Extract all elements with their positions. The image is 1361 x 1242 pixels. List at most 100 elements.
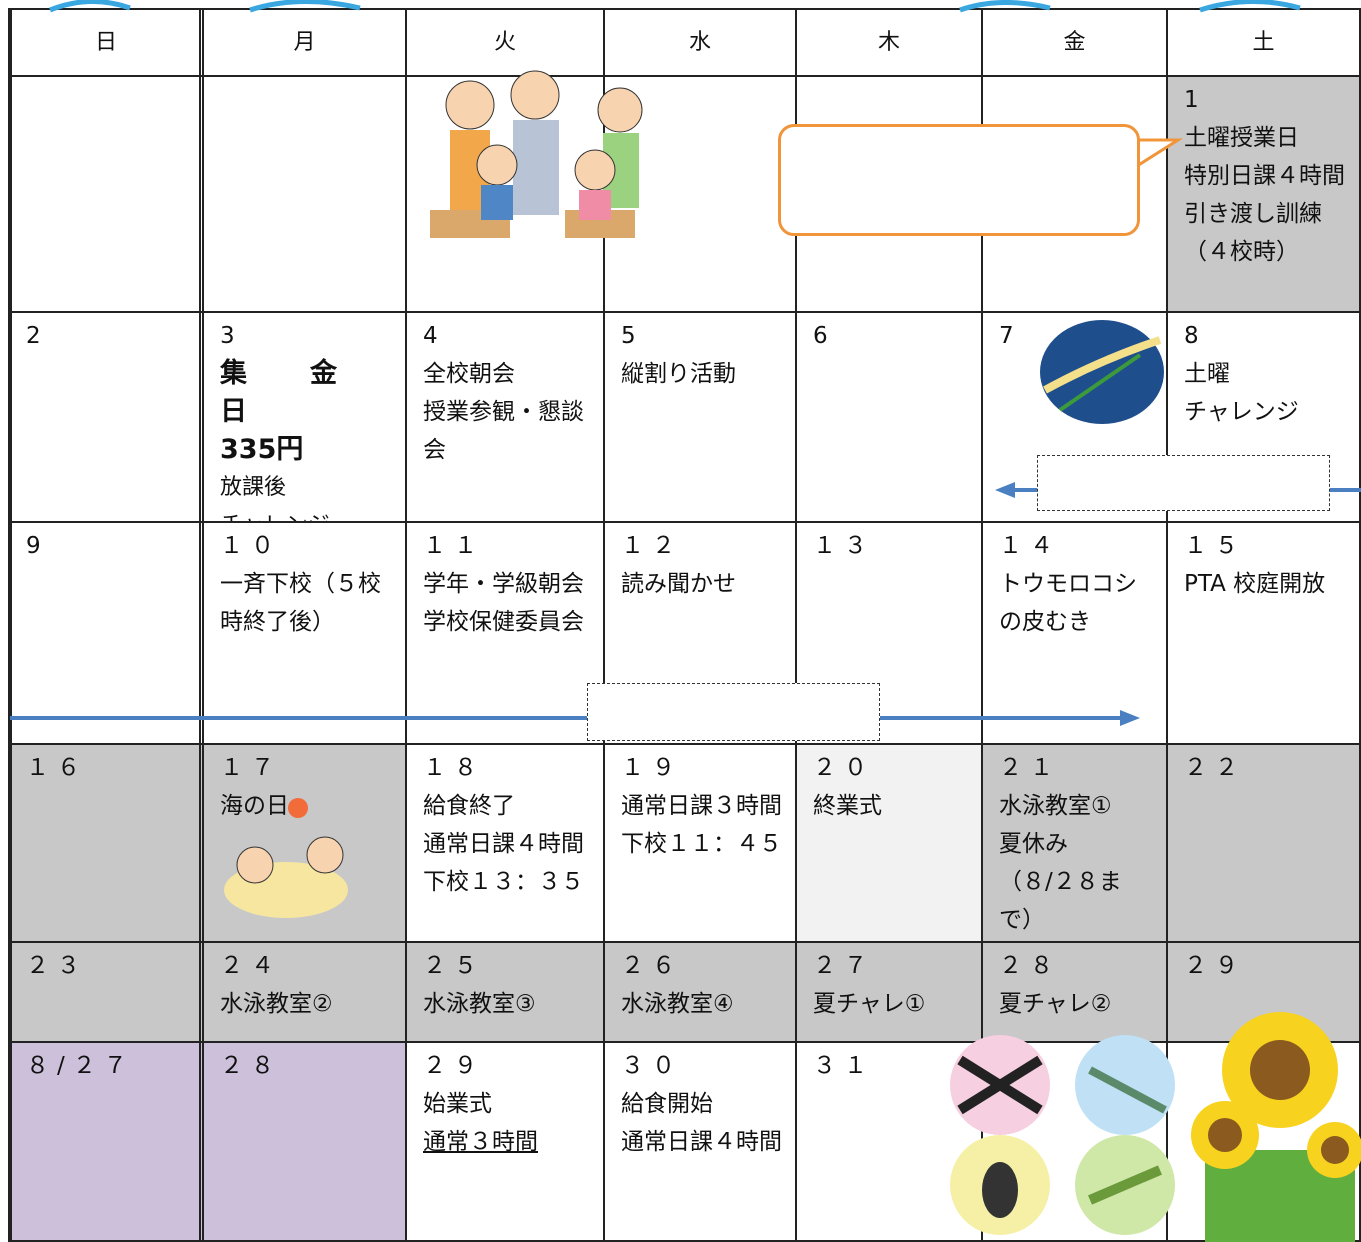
- weekday-header: 金: [983, 10, 1168, 77]
- day-number: １６: [26, 755, 88, 781]
- event-text: 学校保健委員会: [423, 609, 584, 635]
- event-text: 海の日: [220, 793, 289, 819]
- weekday-header: 火: [407, 10, 605, 77]
- day-number: ２２: [1184, 755, 1246, 781]
- event-text: 下校１１：４５: [621, 831, 782, 857]
- event-text: 終業式: [813, 793, 882, 819]
- event-text: 通常３時間: [423, 1129, 538, 1155]
- day-cell: ２３: [10, 943, 204, 1043]
- day-number: 8: [1184, 323, 1207, 349]
- day-cell: ２４ 水泳教室②: [204, 943, 407, 1043]
- day-cell: 5 縦割り活動: [605, 313, 797, 523]
- table-rule: [10, 8, 12, 1242]
- event-text: PTA 校庭開放: [1184, 571, 1326, 597]
- arrowhead: [1120, 710, 1140, 726]
- day-cell: 4 全校朝会 授業参観・懇談会: [407, 313, 605, 523]
- day-number: ２６: [621, 953, 683, 979]
- arrowhead: [995, 482, 1015, 498]
- day-cell: 2: [10, 313, 204, 523]
- day-cell: ２６ 水泳教室④: [605, 943, 797, 1043]
- banner: [587, 683, 880, 741]
- day-cell: １５ PTA 校庭開放: [1168, 523, 1361, 745]
- table-rule: [8, 8, 10, 1242]
- day-number: １５: [1184, 533, 1246, 559]
- day-cell: ２５ 水泳教室③: [407, 943, 605, 1043]
- event-text: 放課後: [220, 475, 287, 500]
- event-text: 給食開始: [621, 1091, 713, 1117]
- day-number: １４: [999, 533, 1061, 559]
- weekday-header: 水: [605, 10, 797, 77]
- day-number: ３０: [621, 1053, 683, 1079]
- day-number: １３: [813, 533, 875, 559]
- day-number: ２０: [813, 755, 875, 781]
- day-number: １２: [621, 533, 683, 559]
- day-number: １９: [621, 755, 683, 781]
- tanabata-illustration: [1040, 320, 1164, 424]
- event-text: 夏休み: [999, 831, 1068, 857]
- event-text: 水泳教室②: [220, 991, 333, 1017]
- day-cell: ２９ 始業式通常３時間: [407, 1043, 605, 1242]
- sunflower-illustration: [1191, 1012, 1361, 1242]
- event-text: 水泳教室④: [621, 991, 734, 1017]
- day-cell: 6: [797, 313, 983, 523]
- event-text: チャレンジ: [1184, 399, 1299, 425]
- event-text: 特別日課４時間: [1184, 163, 1345, 189]
- day-cell: ２７ 夏チャレ①: [797, 943, 983, 1043]
- event-text: 土曜: [1184, 361, 1230, 387]
- day-number: 1: [1184, 87, 1207, 113]
- day-number: 5: [621, 323, 644, 349]
- day-cell: １９ 通常日課３時間 下校１１：４５: [605, 745, 797, 943]
- event-text: 夏チャレ①: [813, 991, 926, 1017]
- callout-tail: [1135, 138, 1184, 169]
- day-number: ２５: [423, 953, 485, 979]
- day-cell: 1 土曜授業日 特別日課４時間 引き渡し訓練 （４校時）: [1168, 77, 1361, 313]
- event-text: 始業式: [423, 1091, 492, 1117]
- weekday-header: 土: [1168, 10, 1361, 77]
- day-number: ２７: [813, 953, 875, 979]
- event-text: （８/２８まで）: [999, 869, 1122, 933]
- event-text: （４校時）: [1184, 239, 1299, 265]
- day-cell: 9: [10, 523, 204, 745]
- event-text: トウモロコシの皮むき: [999, 571, 1137, 635]
- day-number: 6: [813, 323, 836, 349]
- weekday-header: 木: [797, 10, 983, 77]
- day-number: ２９: [423, 1053, 485, 1079]
- event-text: 集 金 日: [220, 358, 400, 427]
- event-text: 全校朝会: [423, 361, 515, 387]
- day-number: ２４: [220, 953, 282, 979]
- event-text: 通常日課４時間: [621, 1129, 782, 1155]
- event-text: 読み聞かせ: [621, 571, 736, 597]
- day-cell: 3 集 金 日 335円放課後チャレンジ: [204, 313, 407, 523]
- day-cell: [204, 77, 407, 313]
- day-number: 2: [26, 323, 49, 349]
- event-text: 335円: [220, 434, 304, 465]
- day-cell: １０ 一斉下校（５校時終了後）: [204, 523, 407, 745]
- event-text: 一斉下校（５校時終了後）: [220, 571, 381, 635]
- day-cell: １３: [797, 523, 983, 745]
- day-cell: １８ 給食終了 通常日課４時間 下校１３：３５: [407, 745, 605, 943]
- table-rule: [199, 8, 201, 1242]
- day-number: １７: [220, 755, 282, 781]
- day-cell: [10, 77, 204, 313]
- day-number: ８/２７: [26, 1053, 135, 1079]
- day-cell: ３０ 給食開始通常日課４時間: [605, 1043, 797, 1242]
- event-text: 水泳教室①: [999, 793, 1112, 819]
- event-text: 下校１３：３５: [423, 869, 584, 895]
- banner: [1037, 455, 1330, 511]
- event-text: 授業参観・懇談会: [423, 399, 584, 463]
- day-cell: １４ トウモロコシの皮むき: [983, 523, 1168, 745]
- event-text: 学年・学級朝会: [423, 571, 584, 597]
- day-number: 9: [26, 533, 49, 559]
- event-text: 通常日課４時間: [423, 831, 584, 857]
- day-cell: ２８: [204, 1043, 407, 1242]
- event-text: 縦割り活動: [621, 361, 736, 387]
- day-cell: ２１ 水泳教室① 夏休み （８/２８まで）: [983, 745, 1168, 943]
- day-number: ２９: [1184, 953, 1246, 979]
- day-cell: ２８ 夏チャレ②: [983, 943, 1168, 1043]
- day-number: ３１: [813, 1053, 875, 1079]
- day-cell: ２２: [1168, 745, 1361, 943]
- day-number: ２３: [26, 953, 88, 979]
- event-text: 引き渡し訓練: [1184, 201, 1322, 227]
